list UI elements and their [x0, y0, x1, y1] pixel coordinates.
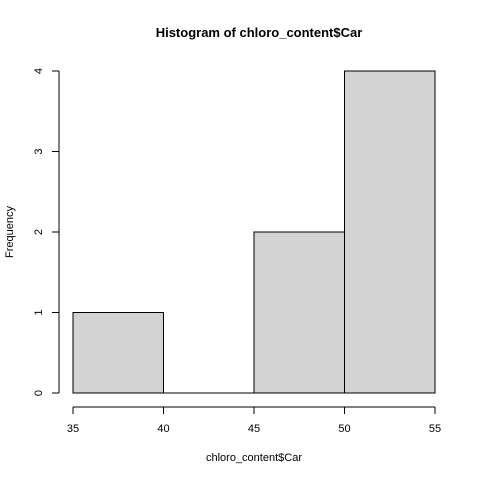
x-axis-label: chloro_content$Car [206, 452, 302, 464]
y-tick-label: 4 [33, 68, 45, 74]
chart-title: Histogram of chloro_content$Car [156, 25, 363, 40]
x-axis: 35 40 45 50 55 [67, 406, 441, 435]
y-tick-label: 0 [33, 390, 45, 396]
histogram-bar-2 [253, 231, 345, 394]
histogram-bar-3 [344, 70, 436, 394]
y-axis-label: Frequency [4, 206, 16, 258]
x-tick-label: 35 [67, 423, 79, 435]
x-tick-label: 55 [429, 423, 441, 435]
bars-group [72, 70, 436, 394]
x-tick-label: 45 [248, 423, 260, 435]
histogram-bar-0 [72, 312, 164, 394]
y-tick-label: 1 [33, 309, 45, 315]
y-axis: 0 1 2 3 4 [33, 68, 60, 396]
x-tick-label: 40 [157, 423, 169, 435]
x-tick-label: 50 [338, 423, 350, 435]
y-tick-label: 3 [33, 148, 45, 154]
y-tick-label: 2 [33, 229, 45, 235]
